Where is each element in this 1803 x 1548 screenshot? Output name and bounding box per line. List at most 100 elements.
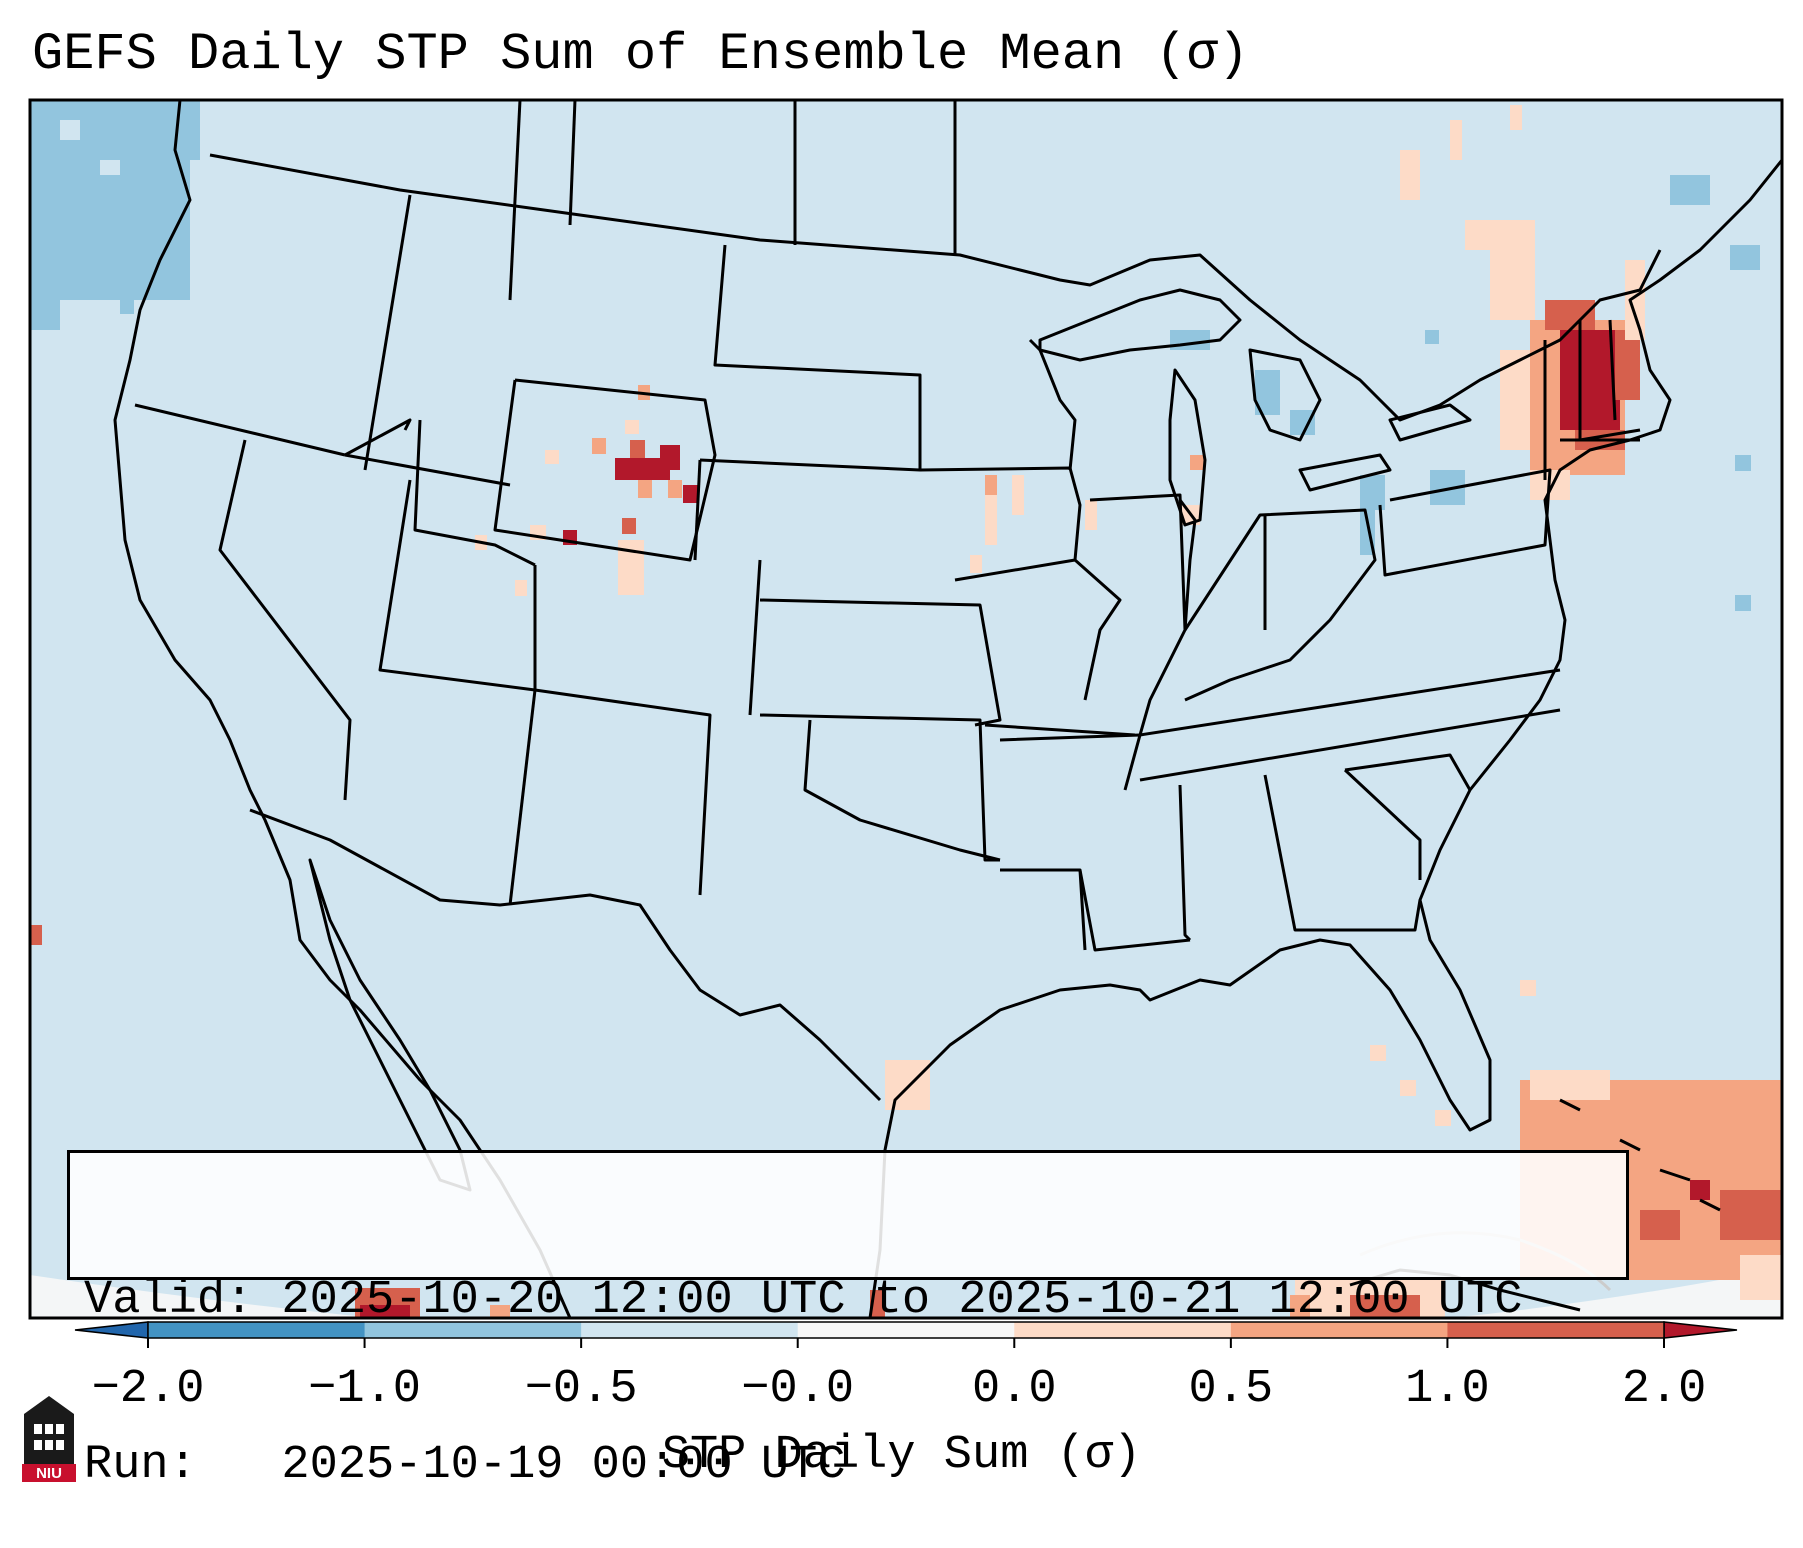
state-line: [699, 244, 922, 472]
state-line: [759, 713, 1000, 862]
state-line: [1139, 708, 1561, 782]
valid-time-text: Valid: 2025-10-20 12:00 UTC to 2025-10-2…: [84, 1274, 1523, 1327]
state-line: [508, 689, 537, 906]
colorbar-bin: [797, 1322, 1015, 1338]
positive-anomaly-cell: [490, 1305, 510, 1318]
positive-anomaly-cell: [30, 925, 42, 945]
positive-anomaly-cell: [1400, 150, 1420, 200]
negative-anomaly-cell: [1425, 330, 1439, 344]
colorbar-bin: [364, 1322, 582, 1338]
colorbar-bin: [1014, 1322, 1232, 1338]
state-line: [748, 559, 762, 716]
positive-anomaly-cell: [1510, 105, 1522, 130]
negative-anomaly-cell: [30, 100, 60, 330]
state-line: [508, 100, 522, 301]
map-plot-area: [30, 100, 1782, 1318]
anomaly-field: [30, 100, 1782, 1318]
border-canada-us: [209, 153, 1662, 422]
lake-michigan: [1168, 368, 1207, 527]
state-line: [984, 723, 1136, 737]
state-line: [1028, 338, 1077, 471]
state-line: [134, 403, 346, 457]
state-line: [1078, 869, 1191, 952]
positive-anomaly-cell: [1370, 1045, 1386, 1061]
negative-anomaly-cell: [1190, 455, 1205, 470]
positive-anomaly-cell: [622, 518, 636, 534]
colorbar-tick-label: 0.0: [971, 1363, 1057, 1416]
positive-anomaly-cell: [970, 555, 982, 573]
positive-anomaly-cell: [1615, 330, 1640, 400]
positive-anomaly-cell: [360, 1305, 410, 1318]
colorbar-tick-label: −0.0: [741, 1363, 855, 1416]
colorbar-tick-label: −1.0: [308, 1363, 421, 1416]
state-line: [344, 418, 412, 457]
positive-anomaly-cell: [1465, 220, 1495, 250]
state-line: [693, 459, 702, 561]
negative-anomaly-cell: [1730, 245, 1760, 270]
negative-anomaly-cell: [1290, 410, 1315, 435]
state-line: [1183, 508, 1377, 702]
positive-anomaly-cell: [515, 580, 527, 596]
positive-anomaly-cell: [660, 445, 680, 470]
positive-anomaly-cell: [1530, 1070, 1610, 1100]
state-line: [363, 194, 412, 471]
state-line: [378, 479, 536, 692]
page-title: GEFS Daily STP Sum of Ensemble Mean (σ): [32, 25, 1249, 84]
colorbar-tick-label: 0.5: [1188, 1363, 1274, 1416]
lake-superior: [1038, 288, 1242, 362]
negative-anomaly-cell: [1735, 455, 1751, 471]
positive-anomaly-cell: [1400, 1080, 1416, 1096]
positive-anomaly-cell: [985, 495, 997, 545]
positive-anomaly-cell: [625, 420, 639, 434]
state-line: [919, 466, 1082, 582]
state-line: [1343, 768, 1422, 880]
state-line: [1178, 784, 1192, 942]
state-line: [1263, 774, 1422, 932]
gulf-coast: [868, 159, 1782, 1318]
positive-anomaly-cell: [615, 458, 670, 480]
colorbar-tick-label: 2.0: [1621, 1363, 1707, 1416]
political-boundaries: [113, 100, 1782, 1318]
state-line: [1178, 499, 1197, 631]
positive-anomaly-cell: [1545, 300, 1595, 330]
negative-anomaly-cell: [1670, 175, 1710, 205]
positive-anomaly-cell: [1085, 500, 1097, 530]
svg-text:NIU: NIU: [36, 1465, 62, 1482]
colorbar-label: STP Daily Sum (σ): [661, 1429, 1142, 1482]
positive-anomaly-cell: [885, 1060, 930, 1110]
valid-time-box: Valid: 2025-10-20 12:00 UTC to 2025-10-2…: [67, 1150, 1629, 1492]
positive-anomaly-cell: [1720, 1190, 1782, 1240]
state-line: [1378, 468, 1552, 577]
colorbar-bin: [148, 1322, 366, 1338]
run-time-text: Run: 2025-10-19 00:00 UTC: [84, 1439, 846, 1492]
state-line: [759, 598, 1002, 727]
border-us-mexico: [249, 808, 882, 1102]
state-line: [218, 439, 352, 801]
negative-anomaly-cell: [120, 300, 134, 314]
positive-anomaly-cell: [1640, 1210, 1680, 1240]
colorbar-tick-label: −2.0: [91, 1363, 205, 1416]
positive-anomaly-cell: [1690, 1180, 1710, 1200]
positive-anomaly-cell: [1520, 980, 1536, 996]
projection-edge-fill: [30, 1268, 1782, 1318]
positive-anomaly-cell: [592, 438, 606, 454]
negative-anomaly-cell: [60, 120, 80, 140]
colorbar-bin: [581, 1322, 799, 1338]
state-line: [344, 453, 511, 487]
state-line: [803, 719, 1001, 862]
positive-anomaly-cell: [1290, 1295, 1310, 1318]
positive-anomaly-cell: [1350, 1295, 1420, 1318]
positive-anomaly-cell: [1625, 260, 1645, 340]
state-line: [568, 100, 577, 226]
positive-anomaly-cell: [638, 480, 652, 498]
negative-anomaly-cell: [100, 160, 120, 175]
positive-anomaly-cell: [1500, 350, 1530, 450]
lake-huron: [1248, 348, 1322, 442]
negative-anomaly-cell: [1170, 330, 1210, 350]
lake-ontario: [1388, 403, 1472, 442]
state-line: [1139, 668, 1561, 737]
colorbar: [74, 1321, 1738, 1348]
lake-erie: [1298, 453, 1392, 492]
positive-anomaly-cell: [545, 450, 559, 464]
bahamas-outline: [1559, 1098, 1721, 1212]
